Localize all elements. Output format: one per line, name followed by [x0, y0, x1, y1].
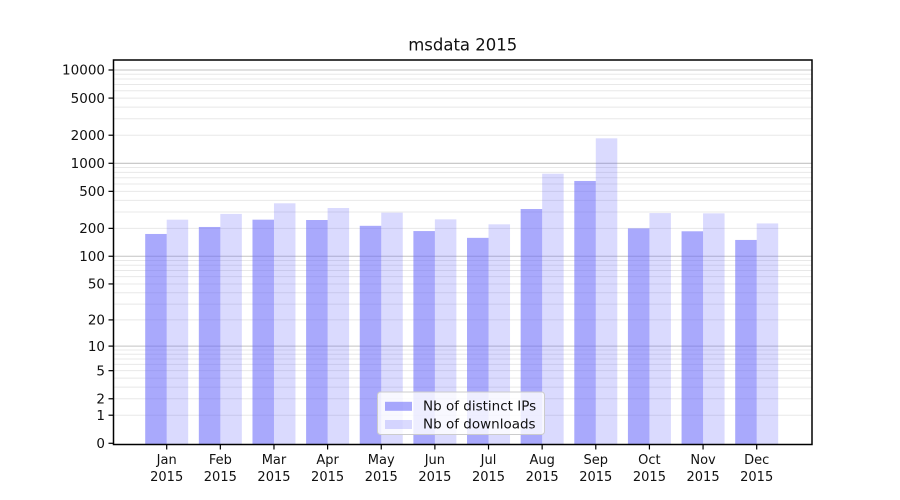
x-tick-label-year: 2015	[526, 470, 559, 485]
bar-distinct-ips-apr	[306, 220, 328, 445]
x-tick-label-month: May	[368, 453, 395, 468]
y-tick-label: 100	[79, 249, 105, 265]
chart-title: msdata 2015	[408, 36, 517, 55]
x-tick-label-year: 2015	[687, 470, 720, 485]
bar-downloads-jan	[166, 219, 189, 445]
y-tick-label: 1	[96, 408, 105, 424]
y-tick-label: 10	[88, 339, 105, 355]
x-tick-label-month: Nov	[690, 453, 716, 468]
bar-distinct-ips-sep	[574, 180, 596, 445]
y-tick-label: 200	[79, 221, 105, 237]
bar-distinct-ips-nov	[681, 231, 704, 445]
bar-distinct-ips-mar	[252, 219, 274, 445]
x-tick-label-month: Sep	[584, 453, 609, 468]
bar-downloads-feb	[220, 213, 242, 445]
y-tick-label: 500	[79, 184, 105, 200]
x-tick-label-year: 2015	[311, 470, 344, 485]
bar-downloads-may	[381, 212, 403, 445]
bar-downloads-apr	[327, 208, 350, 445]
x-tick-label-month: Apr	[316, 453, 339, 468]
legend-swatch-downloads	[385, 420, 412, 429]
legend-label-downloads: Nb of downloads	[423, 417, 536, 433]
bar-distinct-ips-dec	[735, 239, 757, 445]
y-tick-label: 0	[96, 436, 105, 452]
x-tick-label-year: 2015	[204, 470, 237, 485]
bar-distinct-ips-oct	[627, 228, 650, 445]
x-tick-label-year: 2015	[633, 470, 666, 485]
y-tick-label: 20	[88, 313, 105, 329]
y-tick-label: 5000	[71, 91, 105, 107]
x-tick-label-month: Mar	[262, 453, 287, 468]
x-tick-label-month: Aug	[529, 453, 554, 468]
y-tick-label: 50	[88, 277, 105, 293]
bar-downloads-aug	[542, 173, 564, 445]
x-tick-label-year: 2015	[418, 470, 451, 485]
y-tick-label: 10000	[62, 63, 105, 79]
x-tick-label-year: 2015	[150, 470, 183, 485]
x-tick-label-month: Feb	[209, 453, 232, 468]
bar-downloads-nov	[703, 213, 725, 445]
y-tick-label: 5	[96, 363, 105, 379]
x-tick-label-month: Dec	[744, 453, 769, 468]
bar-downloads-oct	[649, 213, 671, 445]
x-tick-label-year: 2015	[365, 470, 398, 485]
plot-border	[112, 59, 813, 446]
legend-label-distinct-ips: Nb of distinct IPs	[423, 399, 536, 415]
x-tick-label-month: Jan	[156, 453, 177, 468]
bar-distinct-ips-aug	[520, 209, 543, 445]
bar-downloads-mar	[273, 203, 296, 445]
bar-downloads-sep	[595, 138, 618, 445]
legend-box	[377, 391, 545, 435]
x-tick-label-month: Jun	[424, 453, 445, 468]
y-tick-label: 2000	[71, 128, 105, 144]
y-tick-label: 1000	[71, 156, 105, 172]
x-tick-label-year: 2015	[257, 470, 290, 485]
x-tick-label-year: 2015	[579, 470, 612, 485]
bar-downloads-jun	[434, 219, 457, 445]
x-tick-label-year: 2015	[472, 470, 505, 485]
y-tick-label: 2	[96, 391, 105, 407]
x-tick-label-month: Jul	[480, 453, 497, 468]
bar-distinct-ips-jun	[413, 231, 435, 445]
x-tick-label-month: Oct	[638, 453, 660, 468]
legend-swatch-distinct-ips	[385, 401, 412, 411]
bar-distinct-ips-jan	[145, 233, 167, 445]
bar-distinct-ips-feb	[198, 226, 221, 445]
bar-downloads-jul	[488, 224, 511, 445]
bar-downloads-dec	[756, 223, 779, 445]
x-tick-label-year: 2015	[740, 470, 773, 485]
bar-distinct-ips-may	[359, 225, 382, 445]
